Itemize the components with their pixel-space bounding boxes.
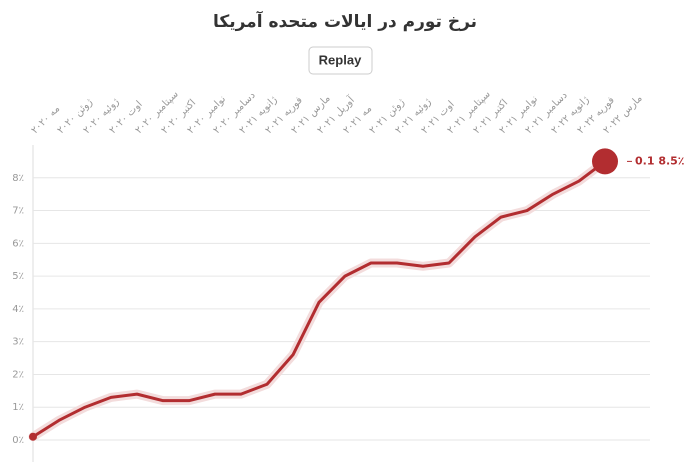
start-point <box>29 432 37 441</box>
end-annotation: 0.1 8.5٪ <box>635 154 685 167</box>
replay-button[interactable] <box>308 46 373 75</box>
y-tick-label: 4٪ <box>12 304 24 315</box>
chart-title: نرخ تورم در ایالات متحده آمریکا <box>213 10 477 32</box>
replay-button-label[interactable]: Replay <box>319 52 362 67</box>
y-tick-label: 0٪ <box>12 435 24 446</box>
y-tick-label: 1٪ <box>12 402 24 413</box>
y-tick-label: 5٪ <box>12 271 24 282</box>
y-tick-label: 2٪ <box>12 369 24 380</box>
y-tick-label: 7٪ <box>12 206 24 217</box>
y-tick-label: 6٪ <box>12 238 24 249</box>
line <box>32 160 606 438</box>
y-tick-label: 3٪ <box>12 337 24 348</box>
y-tick-label: 8٪ <box>12 173 24 184</box>
end-point <box>592 148 618 175</box>
